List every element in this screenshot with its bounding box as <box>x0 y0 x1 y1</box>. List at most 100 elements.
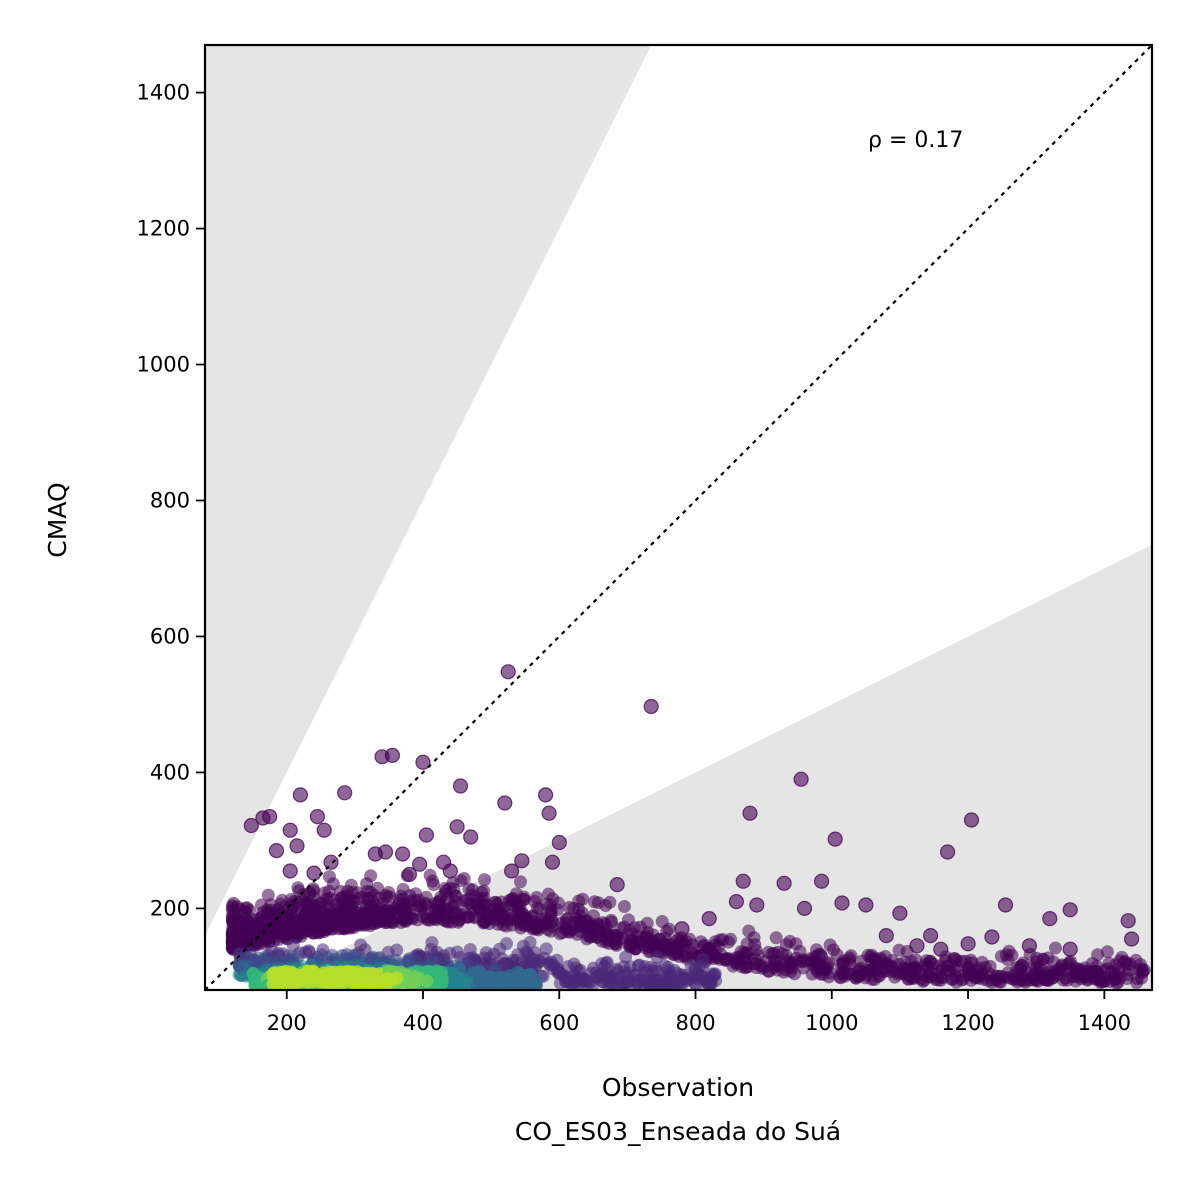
scatter-point <box>541 805 557 821</box>
scatter-point <box>933 941 949 957</box>
scatter-point <box>749 897 765 913</box>
density-point <box>691 968 705 981</box>
y-tick-label: 1400 <box>137 81 190 105</box>
density-point <box>657 973 671 987</box>
scatter-point <box>997 897 1014 913</box>
density-point <box>696 952 710 966</box>
density-point <box>494 975 508 988</box>
scatter-point <box>551 834 567 851</box>
density-point <box>331 969 344 983</box>
density-point <box>768 959 782 973</box>
density-point <box>429 973 443 987</box>
density-point <box>323 911 337 925</box>
density-point <box>545 916 559 930</box>
x-tick-label: 600 <box>539 1011 579 1035</box>
density-point <box>330 897 344 911</box>
scatter-point <box>268 842 285 859</box>
density-point <box>522 976 536 990</box>
scatter-point <box>309 808 325 825</box>
scatter-point <box>255 810 271 826</box>
density-point <box>1102 956 1116 970</box>
density-point <box>716 933 730 947</box>
density-point <box>341 970 355 984</box>
scatter-point <box>674 921 690 937</box>
density-point <box>388 903 402 917</box>
scatter-point <box>514 853 530 869</box>
density-point <box>994 949 1008 963</box>
density-point <box>511 966 525 979</box>
density-point <box>614 979 628 990</box>
density-point <box>606 929 620 943</box>
density-point <box>769 931 783 945</box>
y-tick-label: 200 <box>150 896 190 920</box>
density-point <box>396 892 410 906</box>
density-point <box>1016 956 1030 970</box>
density-point <box>855 954 868 968</box>
density-point <box>748 938 762 952</box>
scatter-point <box>537 787 554 803</box>
y-tick-label: 1200 <box>137 217 190 241</box>
scatter-point <box>449 819 465 835</box>
density-point <box>1087 965 1101 979</box>
scatter-point <box>878 927 894 944</box>
y-tick-label: 600 <box>150 624 190 648</box>
density-point <box>476 894 490 908</box>
y-tick-label: 400 <box>150 760 190 784</box>
scatter-point <box>701 910 717 927</box>
density-point <box>226 899 239 913</box>
density-point <box>820 961 834 975</box>
density-point <box>560 922 574 936</box>
density-point <box>385 915 399 929</box>
scatter-point <box>442 863 458 879</box>
density-point <box>689 979 703 990</box>
scatter-point <box>292 787 308 803</box>
scatter-point <box>282 822 298 838</box>
density-point <box>335 949 349 963</box>
scatter-point <box>415 754 431 770</box>
density-point <box>668 977 682 990</box>
density-point <box>1053 962 1066 976</box>
scatter-point <box>282 863 298 879</box>
density-point <box>569 911 583 925</box>
y-axis-label: CMAQ <box>43 482 72 557</box>
density-point <box>541 887 555 901</box>
density-point <box>567 957 581 971</box>
density-point <box>599 899 613 912</box>
scatter-point <box>337 785 353 801</box>
upper-shaded-region <box>205 45 652 936</box>
density-point <box>708 967 722 981</box>
density-point <box>291 881 305 895</box>
density-point <box>551 962 565 976</box>
density-point <box>275 965 289 979</box>
density-point <box>948 952 962 965</box>
density-point <box>456 979 470 990</box>
density-point <box>935 962 949 976</box>
x-tick-label: 400 <box>403 1011 443 1035</box>
density-point <box>325 948 339 962</box>
density-point <box>645 964 659 978</box>
density-point <box>783 934 797 948</box>
density-point <box>499 914 513 928</box>
density-point <box>292 949 306 963</box>
scatter-point <box>1062 941 1078 957</box>
scatter-point <box>452 778 469 794</box>
scatter-point <box>735 873 751 889</box>
density-point <box>1064 963 1077 977</box>
scatter-point <box>323 854 339 870</box>
density-point <box>347 948 361 962</box>
scatter-point <box>289 838 305 854</box>
density-point <box>383 890 397 904</box>
scatter-point <box>412 856 428 872</box>
density-point <box>438 882 452 895</box>
density-point <box>638 938 652 952</box>
scatter-point <box>609 876 625 893</box>
density-point <box>720 952 734 966</box>
density-point <box>509 887 523 901</box>
density-point <box>617 900 631 913</box>
density-point <box>948 969 962 983</box>
density-point <box>287 969 301 983</box>
density-point <box>519 945 533 959</box>
density-point <box>670 943 684 957</box>
density-point <box>427 912 441 926</box>
